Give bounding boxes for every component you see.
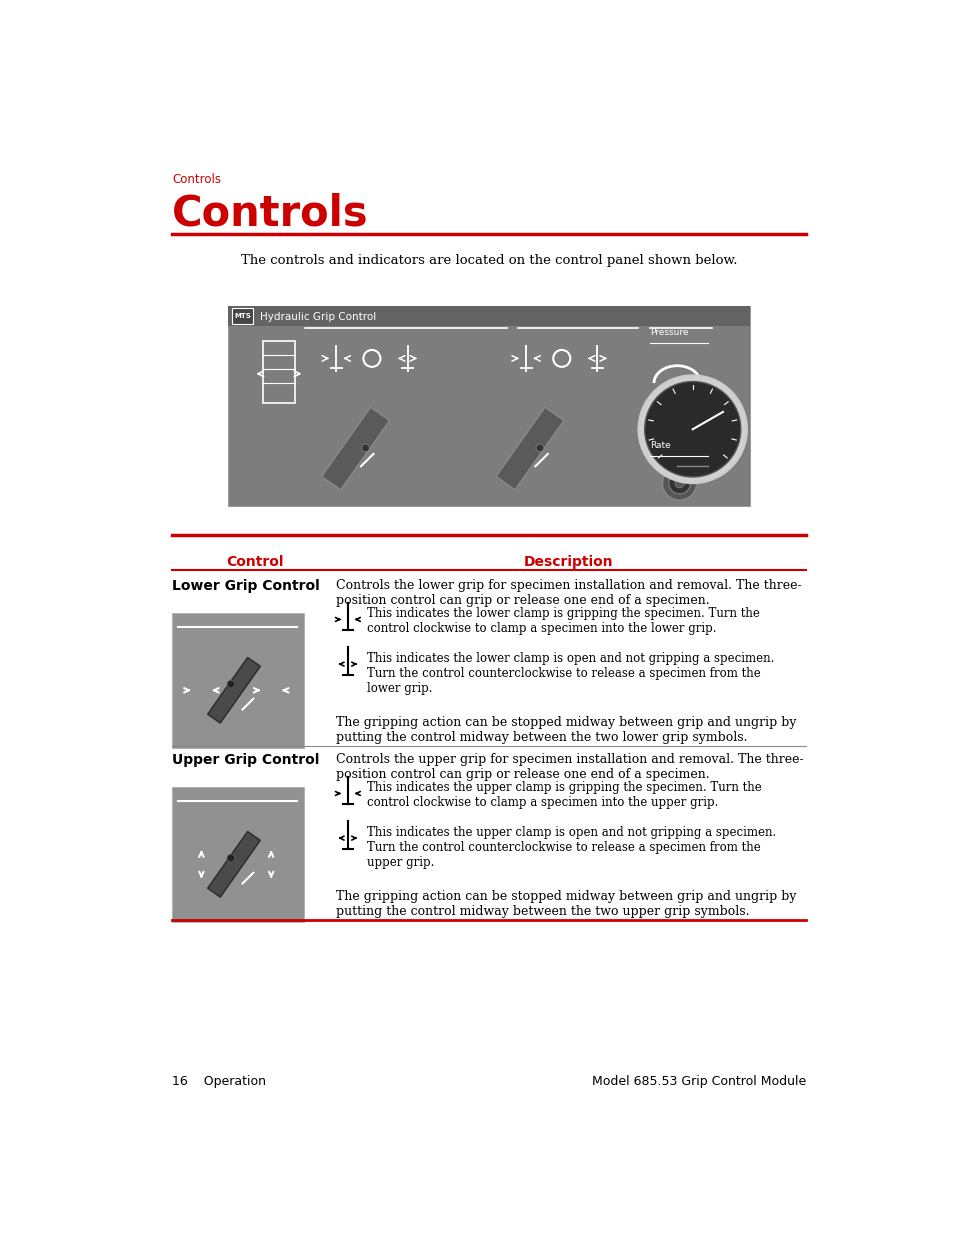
Text: This indicates the lower clamp is gripping the specimen. Turn the
control clockw: This indicates the lower clamp is grippi… — [367, 608, 760, 635]
Text: Controls: Controls — [172, 173, 221, 185]
Circle shape — [638, 375, 746, 483]
Bar — [232, 309, 253, 324]
Circle shape — [644, 382, 740, 477]
Text: 16    Operation: 16 Operation — [172, 1074, 266, 1088]
Polygon shape — [321, 408, 389, 490]
Polygon shape — [496, 408, 563, 490]
Text: Rate: Rate — [649, 441, 670, 451]
Text: MTS: MTS — [233, 312, 251, 319]
Circle shape — [668, 472, 690, 494]
Circle shape — [227, 855, 234, 862]
Text: Description: Description — [523, 555, 613, 569]
Circle shape — [227, 680, 234, 688]
Text: The controls and indicators are located on the control panel shown below.: The controls and indicators are located … — [240, 254, 737, 268]
Text: Hydraulic Grip Control: Hydraulic Grip Control — [260, 311, 376, 322]
Text: This indicates the upper clamp is gripping the specimen. Turn the
control clockw: This indicates the upper clamp is grippi… — [367, 782, 761, 809]
Bar — [172, 614, 303, 748]
Polygon shape — [208, 831, 260, 897]
Polygon shape — [208, 657, 260, 722]
Text: Controls the lower grip for specimen installation and removal. The three-
positi: Controls the lower grip for specimen ins… — [335, 579, 801, 608]
Circle shape — [536, 445, 543, 452]
Bar — [228, 306, 749, 506]
Bar — [228, 306, 749, 326]
Bar — [262, 341, 294, 403]
Text: Lower Grip Control: Lower Grip Control — [172, 579, 319, 593]
Text: Pressure: Pressure — [649, 329, 688, 337]
Circle shape — [674, 478, 683, 488]
Ellipse shape — [660, 385, 693, 424]
Text: The gripping action can be stopped midway between grip and ungrip by
putting the: The gripping action can be stopped midwa… — [335, 890, 796, 919]
Bar — [172, 787, 303, 923]
Text: The gripping action can be stopped midway between grip and ungrip by
putting the: The gripping action can be stopped midwa… — [335, 716, 796, 745]
Text: Control: Control — [226, 555, 283, 569]
Text: Model 685.53 Grip Control Module: Model 685.53 Grip Control Module — [591, 1074, 805, 1088]
Circle shape — [361, 445, 369, 452]
Text: Upper Grip Control: Upper Grip Control — [172, 753, 319, 767]
Text: This indicates the lower clamp is open and not gripping a specimen.
Turn the con: This indicates the lower clamp is open a… — [367, 652, 774, 695]
Text: Controls: Controls — [172, 193, 368, 235]
Text: Controls the upper grip for specimen installation and removal. The three-
positi: Controls the upper grip for specimen ins… — [335, 753, 803, 782]
Text: This indicates the upper clamp is open and not gripping a specimen.
Turn the con: This indicates the upper clamp is open a… — [367, 826, 776, 868]
Circle shape — [661, 466, 696, 500]
